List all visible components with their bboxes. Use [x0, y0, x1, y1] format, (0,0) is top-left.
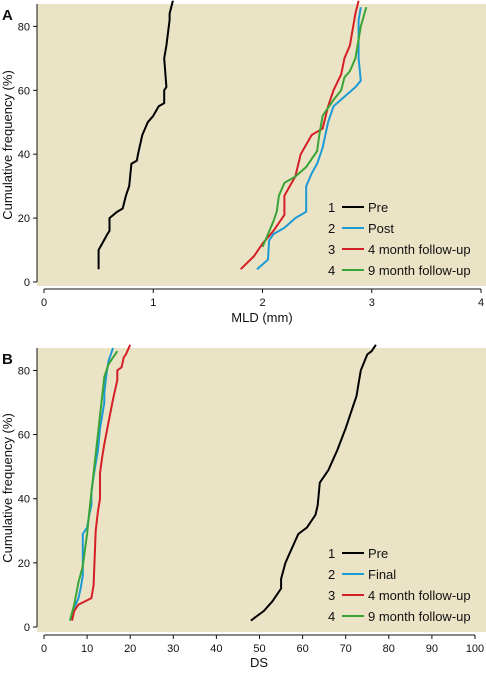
- panel-b-x-tick-label: 40: [210, 643, 222, 655]
- panel-a-series-pre: [97, 0, 174, 270]
- panel-b-x-tick-label: 100: [466, 643, 484, 655]
- panel-a-legend-label: 4 month follow-up: [368, 242, 471, 257]
- panel-a-y-tick-label: 40: [18, 149, 30, 161]
- panel-b-x-axis-label: DS: [250, 655, 268, 670]
- panel-a-plot-area: [37, 4, 486, 286]
- panel-b-x-tick-label: 20: [124, 643, 136, 655]
- panel-a-letter: A: [2, 7, 13, 24]
- panel-b-x-tick-label: 70: [340, 643, 352, 655]
- panel-b-x-tick-label: 0: [41, 643, 47, 655]
- panel-a-y-tick-label: 80: [18, 21, 30, 33]
- panel-a-legend-number: 2: [328, 221, 335, 236]
- panel-b-x-tick-label: 80: [383, 643, 395, 655]
- panel-b-series-9-month-follow-up: [68, 350, 119, 621]
- panel-b-letter: B: [2, 351, 13, 368]
- panel-a-y-tick-label: 20: [18, 213, 30, 225]
- panel-a-x-tick-label: 3: [369, 297, 375, 309]
- panel-b-legend-label: 9 month follow-up: [368, 609, 471, 624]
- panel-b-legend-number: 1: [328, 546, 335, 561]
- panel-b-x-tick-label: 50: [253, 643, 265, 655]
- panel-b-legend-label: Pre: [368, 546, 388, 561]
- panel-a-legend-label: 9 month follow-up: [368, 263, 471, 278]
- panel-a-legend-number: 1: [328, 200, 335, 215]
- panel-a-x-tick-label: 1: [150, 297, 156, 309]
- panel-a-series-4-month-follow-up: [240, 0, 360, 270]
- panel-b-x-tick-label: 60: [296, 643, 308, 655]
- panel-b: 0 20 40 60 80 0 10 20 30 40 50 60 70 80 90 100 DS Cumulat…: [0, 344, 486, 670]
- panel-b-x-tick-label: 10: [81, 643, 93, 655]
- panel-a: 0 20 40 60 80 0 1 2 3 4 MLD (mm) Cumulative frequen…: [0, 0, 486, 325]
- panel-b-y-tick-label: 20: [18, 558, 30, 570]
- panel-b-y-tick-label: 40: [18, 494, 30, 506]
- panel-b-legend-number: 2: [328, 567, 335, 582]
- panel-b-series-4-month-follow-up: [71, 344, 132, 621]
- panel-a-x-tick-label: 0: [41, 297, 47, 309]
- panel-a-x-axis-label: MLD (mm): [231, 310, 292, 325]
- panel-b-legend-label: Final: [368, 567, 396, 582]
- panel-a-series-9-month-follow-up: [261, 6, 368, 248]
- panel-a-y-tick-label: 0: [24, 277, 30, 289]
- panel-b-y-tick-label: 0: [24, 622, 30, 634]
- panel-b-x-tick-label: 30: [167, 643, 179, 655]
- panel-a-legend-number: 4: [328, 263, 335, 278]
- panel-b-legend-label: 4 month follow-up: [368, 588, 471, 603]
- panel-b-legend-number: 4: [328, 609, 335, 624]
- panel-a-x-tick-label: 2: [259, 297, 265, 309]
- panel-a-legend-label: Pre: [368, 200, 388, 215]
- panel-b-legend-number: 3: [328, 588, 335, 603]
- panel-b-plot-area: [37, 348, 486, 632]
- panel-a-legend-number: 3: [328, 242, 335, 257]
- panel-a-y-tick-label: 60: [18, 85, 30, 97]
- panel-b-series-pre: [250, 344, 377, 622]
- panel-a-x-tick-label: 4: [478, 297, 484, 309]
- panel-b-x-tick-label: 90: [426, 643, 438, 655]
- panel-a-legend-label: Post: [368, 221, 394, 236]
- panel-b-y-tick-label: 60: [18, 430, 30, 442]
- panel-a-y-axis-label: Cumulative frequency (%): [0, 70, 15, 220]
- panel-b-y-axis-label: Cumulative frequency (%): [0, 413, 15, 563]
- panel-a-series-post: [256, 7, 362, 270]
- panel-b-y-tick-label: 80: [18, 365, 30, 377]
